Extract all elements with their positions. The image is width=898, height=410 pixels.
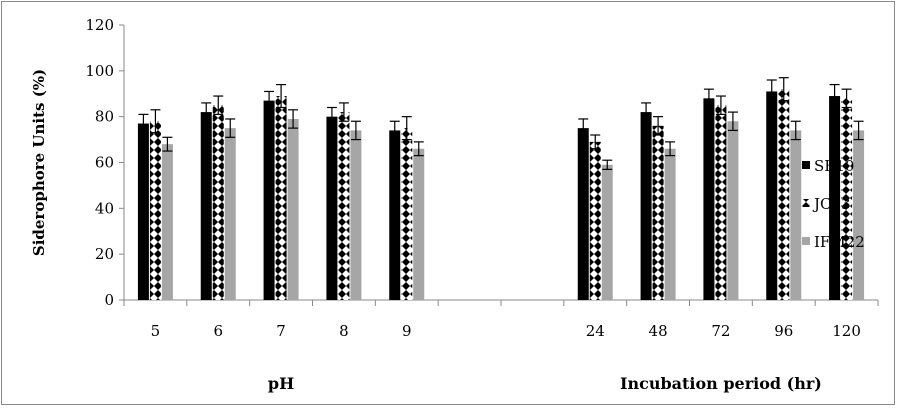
error-bar-sb10-8 <box>326 106 337 127</box>
error-bar-sb10-7 <box>264 90 275 111</box>
bar-jc13-6 <box>212 105 224 300</box>
error-bars <box>138 77 864 170</box>
bar-jc13-96 <box>778 89 790 301</box>
legend-swatch-sb10 <box>802 161 810 169</box>
bar-ifm22-24 <box>601 164 613 300</box>
bar-ifm22-72 <box>727 121 739 300</box>
x-group-label: Incubation period (hr) <box>620 374 822 393</box>
error-bar-ifm22-8 <box>350 120 361 141</box>
y-tick-label: 40 <box>95 199 114 217</box>
error-bar-jc13-9 <box>401 116 412 141</box>
error-bar-jc13-7 <box>276 83 287 109</box>
bar-sb10-9 <box>389 130 401 300</box>
y-tick-label: 80 <box>95 108 114 126</box>
bar-ifm22-120 <box>853 130 865 300</box>
bar-sb10-7 <box>263 100 275 300</box>
bar-ifm22-96 <box>790 130 802 300</box>
legend-label-sb10: SB10 <box>814 157 854 175</box>
y-tick-label: 120 <box>85 16 114 34</box>
error-bar-sb10-5 <box>138 113 149 134</box>
bar-sb10-96 <box>766 91 778 300</box>
bar-ifm22-48 <box>664 148 676 300</box>
bar-ifm22-9 <box>413 148 425 300</box>
x-tick-label: 96 <box>774 322 793 340</box>
error-bar-jc13-120 <box>841 88 852 109</box>
error-bar-sb10-120 <box>829 83 840 109</box>
error-bar-jc13-96 <box>778 77 789 102</box>
error-bar-ifm22-6 <box>225 118 236 138</box>
error-bar-jc13-5 <box>150 109 161 134</box>
y-tick-labels: 0 20 40 60 80 100 120 <box>85 16 114 309</box>
legend: SB10 JC13 IFM22 <box>802 157 865 251</box>
bar-jc13-72 <box>715 105 727 300</box>
x-tick-label: 7 <box>276 322 286 340</box>
bar-sb10-5 <box>137 123 149 301</box>
error-bar-jc13-8 <box>338 102 349 122</box>
error-bar-ifm22-24 <box>602 159 613 170</box>
bar-sb10-6 <box>200 112 212 300</box>
legend-swatch-ifm22 <box>802 237 810 245</box>
error-bar-jc13-24 <box>590 134 601 150</box>
x-tick-label: 24 <box>586 322 605 340</box>
x-tick-label: 72 <box>711 322 730 340</box>
y-axis-label: Siderophore Units (%) <box>30 69 48 256</box>
error-bar-ifm22-96 <box>790 120 801 141</box>
y-tick-label: 100 <box>85 62 114 80</box>
legend-swatch-jc13 <box>802 199 810 207</box>
x-group-label: pH <box>268 374 294 393</box>
bar-jc13-5 <box>149 121 161 300</box>
legend-label-jc13: JC13 <box>812 195 851 213</box>
error-bar-sb10-48 <box>641 102 652 122</box>
bar-jc13-8 <box>338 112 350 300</box>
bar-ifm22-7 <box>287 118 299 300</box>
error-bar-jc13-6 <box>213 95 224 115</box>
x-tick-labels: 5 6 7 8 9 24 48 72 96 120 <box>151 322 861 340</box>
error-bar-jc13-48 <box>653 116 664 136</box>
bar-sb10-24 <box>577 128 589 300</box>
y-tick-label: 0 <box>104 291 114 309</box>
bar-jc13-120 <box>841 98 853 300</box>
error-bar-ifm22-72 <box>727 111 738 132</box>
bar-jc13-48 <box>652 125 664 300</box>
error-bar-ifm22-9 <box>413 141 424 157</box>
x-group-labels: pH Incubation period (hr) <box>268 374 822 393</box>
error-bar-ifm22-7 <box>288 109 299 129</box>
bar-sb10-48 <box>640 112 652 300</box>
bar-sb10-72 <box>703 98 715 300</box>
legend-label-ifm22: IFM22 <box>814 233 865 251</box>
error-bar-ifm22-5 <box>162 136 173 152</box>
bar-jc13-24 <box>589 141 601 300</box>
x-tick-label: 9 <box>402 322 412 340</box>
error-bar-sb10-24 <box>578 118 589 138</box>
error-bar-sb10-6 <box>201 102 212 122</box>
y-tick-label: 60 <box>95 154 114 172</box>
bar-sb10-8 <box>326 116 338 301</box>
bar-jc13-9 <box>401 128 413 300</box>
error-bar-sb10-72 <box>703 88 714 109</box>
x-tick-label: 8 <box>339 322 349 340</box>
bars <box>137 89 865 301</box>
error-bar-sb10-9 <box>389 120 400 141</box>
error-bar-sb10-96 <box>766 79 777 104</box>
x-tick-label: 120 <box>832 322 861 340</box>
bar-ifm22-6 <box>224 128 236 300</box>
x-tick-label: 6 <box>213 322 223 340</box>
bar-ifm22-8 <box>350 130 362 300</box>
error-bar-ifm22-48 <box>665 141 676 157</box>
bar-ifm22-5 <box>161 144 173 300</box>
x-tick-label: 48 <box>649 322 668 340</box>
y-tick-label: 20 <box>95 245 114 263</box>
error-bar-jc13-72 <box>715 95 726 115</box>
axes <box>119 24 879 306</box>
error-bar-ifm22-120 <box>853 120 864 141</box>
bar-jc13-7 <box>275 96 287 301</box>
x-tick-label: 5 <box>151 322 161 340</box>
bar-sb10-120 <box>829 96 841 301</box>
